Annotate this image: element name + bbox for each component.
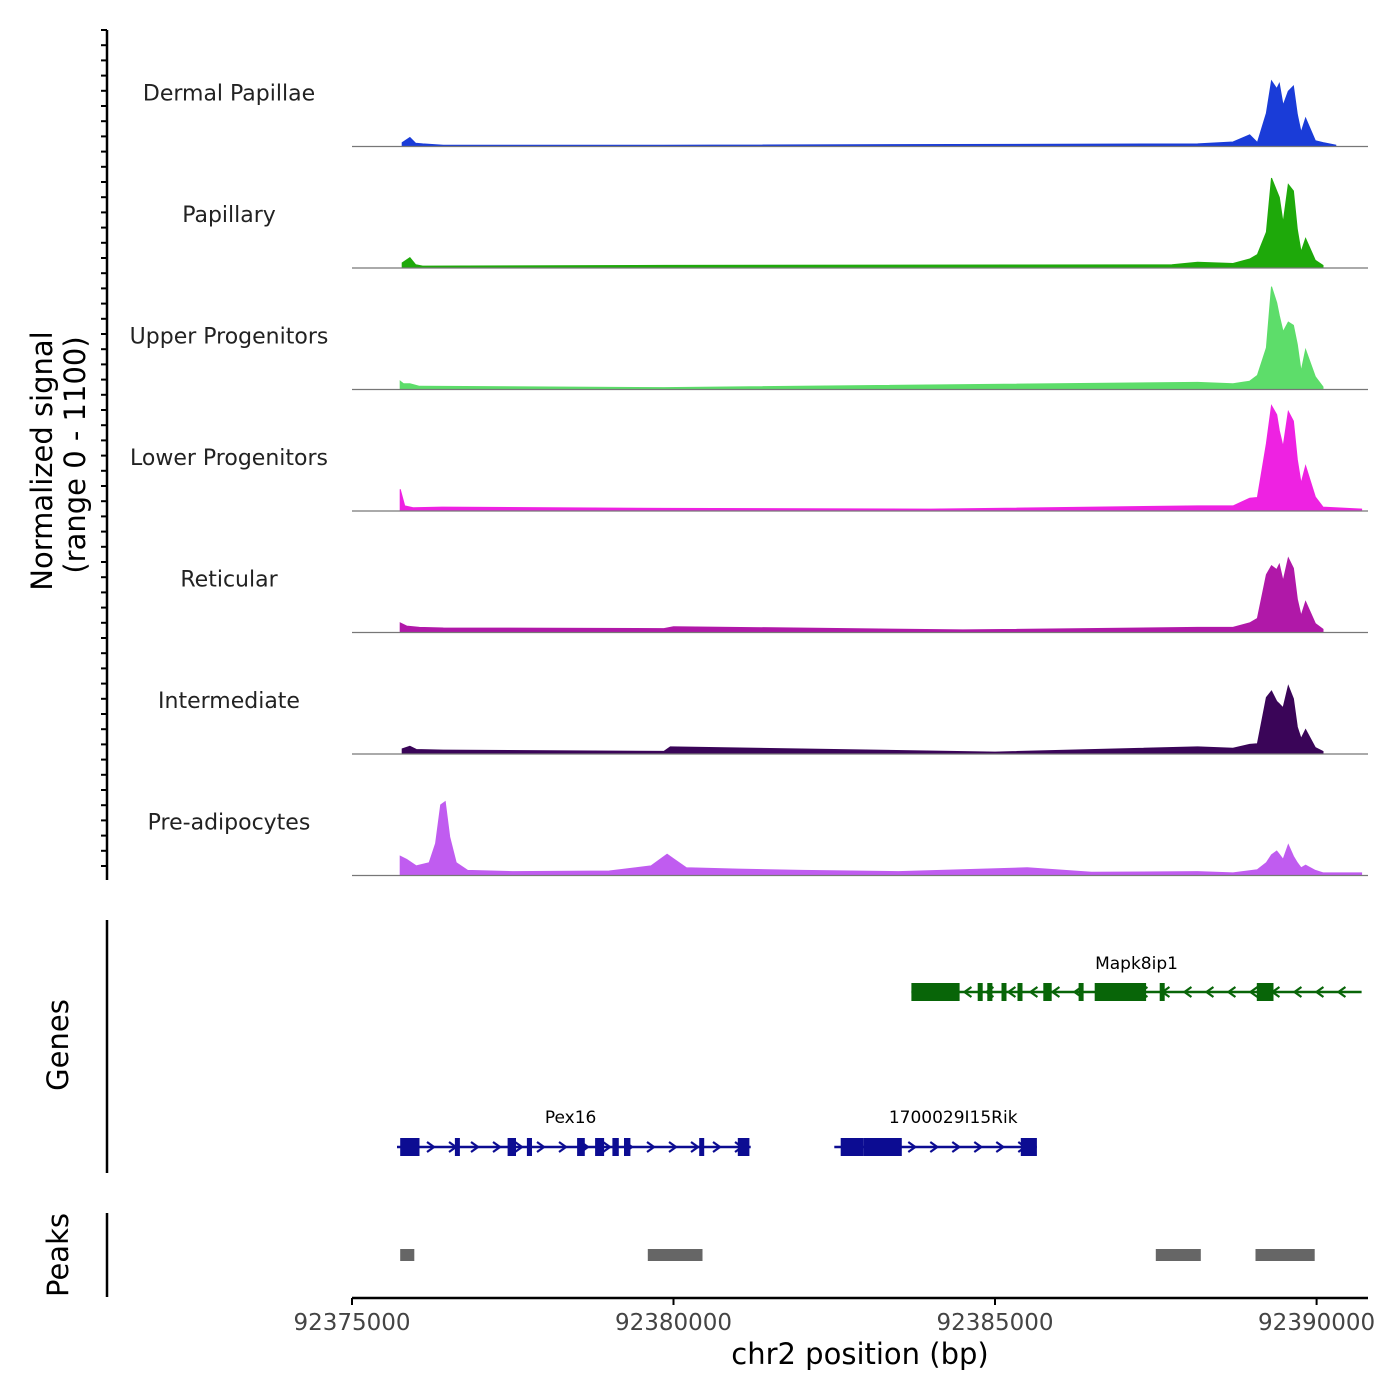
strand-arrow <box>1292 986 1303 998</box>
track-signal-area <box>401 177 1324 269</box>
gene-label: Mapk8ip1 <box>1095 954 1178 974</box>
gene-exon <box>977 983 983 1001</box>
track-signal-area <box>399 556 1324 633</box>
strand-arrow <box>995 1141 1006 1153</box>
gene-exon <box>1078 983 1084 1001</box>
strand-arrow <box>514 1141 524 1153</box>
peak-region <box>1155 1249 1201 1261</box>
gene-exon <box>1020 1138 1037 1156</box>
gene-exon <box>699 1138 705 1156</box>
strand-arrow <box>1050 986 1061 998</box>
y-axis-title-line2: (range 0 - 1100) <box>58 336 92 573</box>
x-tick-label: 92380000 <box>615 1310 732 1336</box>
peak-region <box>400 1249 415 1261</box>
track-upper-progenitors: Upper Progenitors <box>130 286 1368 391</box>
track-signal-area <box>401 684 1324 755</box>
strand-arrow <box>962 986 973 998</box>
x-tick-label: 92385000 <box>936 1310 1053 1336</box>
track-signal-area <box>399 404 1363 512</box>
strand-arrow <box>536 1141 546 1153</box>
strand-arrow <box>1028 986 1039 998</box>
track-pre-adipocytes: Pre-adipocytes <box>148 800 1368 877</box>
gene-exon <box>454 1138 460 1156</box>
track-label: Dermal Papillae <box>143 82 315 107</box>
peak-region <box>647 1249 703 1261</box>
gene-label: Pex16 <box>545 1108 597 1128</box>
strand-arrow <box>973 1141 984 1153</box>
track-label: Papillary <box>182 203 276 228</box>
gene-exon <box>1094 983 1147 1001</box>
x-axis-title: chr2 position (bp) <box>731 1337 988 1371</box>
gene-exon <box>840 1138 864 1156</box>
gene-annotation-panel: Mapk8ip1 Pex16 1700029I15Rik <box>397 954 1362 1156</box>
peaks-panel-title: Peaks <box>41 1213 75 1297</box>
track-reticular: Reticular <box>180 556 1368 634</box>
gene-exon <box>1001 983 1007 1001</box>
track-label: Reticular <box>180 568 278 593</box>
strand-arrow <box>907 1141 918 1153</box>
strand-arrow <box>1248 986 1259 998</box>
track-signal-area <box>399 286 1324 390</box>
strand-arrow <box>1226 986 1237 998</box>
gene-exon <box>595 1138 605 1156</box>
gene-exon <box>911 983 960 1001</box>
gene-exon <box>882 1138 902 1156</box>
track-papillary: Papillary <box>182 177 1368 269</box>
strand-arrow <box>492 1141 502 1153</box>
gene-exon <box>624 1138 631 1156</box>
signal-tracks: Dermal Papillae Papillary Upper Progenitor… <box>130 79 1368 877</box>
gene-mapk8ip1: Mapk8ip1 <box>911 954 1362 1001</box>
gene-exon <box>737 1138 750 1156</box>
peak-region <box>1255 1249 1315 1261</box>
genes-panel-title: Genes <box>41 999 75 1091</box>
gene-exon <box>526 1138 532 1156</box>
gene-label: 1700029I15Rik <box>889 1108 1018 1128</box>
gene-exon <box>1043 983 1052 1001</box>
strand-arrow <box>558 1141 568 1153</box>
strand-arrow <box>1314 986 1325 998</box>
strand-arrow <box>426 1141 436 1153</box>
gene-exon <box>987 983 993 1001</box>
strand-arrow <box>929 1141 940 1153</box>
gene-exon <box>507 1138 516 1156</box>
track-signal-area <box>401 79 1337 147</box>
gene-exon <box>1017 983 1023 1001</box>
strand-arrow <box>1336 986 1347 998</box>
track-intermediate: Intermediate <box>158 684 1368 755</box>
strand-arrow <box>668 1141 678 1153</box>
strand-arrow <box>602 1141 612 1153</box>
strand-arrow <box>646 1141 656 1153</box>
track-signal-area <box>399 800 1363 876</box>
gene-exon <box>577 1138 585 1156</box>
gene-exon <box>400 1138 420 1156</box>
track-label: Intermediate <box>158 689 300 714</box>
strand-arrow <box>690 1141 700 1153</box>
track-label: Upper Progenitors <box>130 325 329 350</box>
track-lower-progenitors: Lower Progenitors <box>130 404 1368 512</box>
x-tick-label: 92375000 <box>293 1310 410 1336</box>
gene-exon <box>1256 983 1274 1001</box>
peak-panel <box>400 1249 1315 1261</box>
x-axis: 92375000 92380000 92385000 92390000 <box>293 1296 1375 1336</box>
gene-1700029i15rik: 1700029I15Rik <box>834 1108 1037 1156</box>
x-tick-label: 92390000 <box>1258 1310 1375 1336</box>
strand-arrow <box>1204 986 1215 998</box>
y-axis-title-line1: Normalized signal <box>25 331 59 590</box>
signal-y-axis <box>101 29 109 880</box>
strand-arrow <box>1182 986 1193 998</box>
x-axis-ticks: 92375000 92380000 92385000 92390000 <box>293 1298 1375 1336</box>
track-label: Pre-adipocytes <box>148 811 311 836</box>
strand-arrow <box>712 1141 722 1153</box>
gene-exon <box>863 1138 883 1156</box>
signal-y-axis-ticks <box>101 29 107 867</box>
track-label: Lower Progenitors <box>130 446 328 471</box>
gene-exon <box>612 1138 619 1156</box>
strand-arrow <box>470 1141 480 1153</box>
strand-arrow <box>951 1141 962 1153</box>
strand-arrow <box>1006 986 1017 998</box>
gene-pex16: Pex16 <box>397 1108 751 1156</box>
track-dermal-papillae: Dermal Papillae <box>143 79 1368 148</box>
gene-exon <box>1159 983 1165 1001</box>
